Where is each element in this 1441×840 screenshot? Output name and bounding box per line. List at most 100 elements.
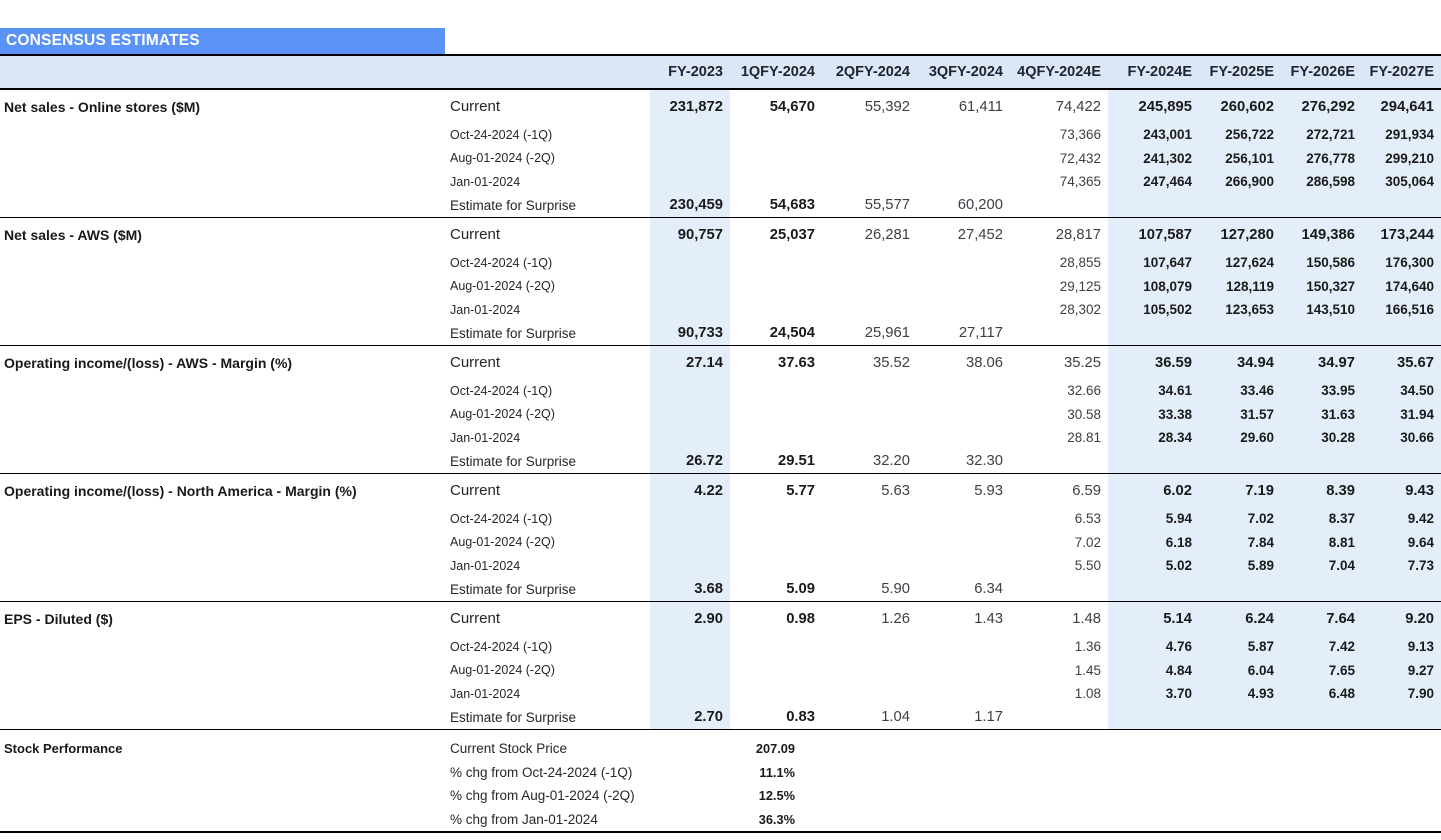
value-cell	[822, 251, 917, 275]
value-cell: 24,504	[769, 325, 815, 342]
value-cell	[822, 426, 917, 450]
value-cell	[650, 123, 730, 147]
value-cell	[730, 123, 822, 147]
value-cell: 36.3%	[758, 811, 795, 827]
value-cell	[1108, 321, 1199, 345]
value-cell: 1.36	[1074, 639, 1101, 655]
column-header-4q2024e: 4QFY-2024E	[1017, 64, 1101, 80]
value-cell	[650, 251, 730, 275]
value-cell: 31.94	[1362, 402, 1441, 426]
header-spacer	[450, 56, 650, 88]
row-label: Jan-01-2024	[450, 686, 521, 701]
value-cell: 9.64	[1362, 530, 1441, 554]
table-row: Net sales - AWS ($M) Current 90,757 25,037 2…	[0, 218, 1441, 251]
value-cell	[730, 403, 822, 427]
row-label: Estimate for Surprise	[450, 325, 577, 341]
section-label	[0, 635, 450, 659]
value-cell: 5.77	[786, 482, 815, 499]
row-label: Jan-01-2024	[450, 430, 521, 445]
page-title: CONSENSUS ESTIMATES	[6, 32, 200, 49]
value-cell: 30.58	[1067, 406, 1101, 422]
value-cell	[1108, 705, 1199, 729]
value-cell: 32.66	[1067, 383, 1101, 399]
row-label: Aug-01-2024 (-2Q)	[450, 535, 555, 550]
table-row: Jan-01-2024 28.81 28.34 29.60 30.28 30.66	[0, 426, 1441, 450]
value-cell	[822, 379, 917, 403]
value-cell	[1362, 577, 1441, 601]
section-label: Operating income/(loss) - AWS - Margin (…	[4, 354, 293, 371]
value-cell: 150,586	[1281, 251, 1362, 275]
value-cell	[1362, 321, 1441, 345]
table-row: Estimate for Surprise 2.70 0.83 1.04 1.17	[0, 705, 1441, 730]
value-cell: 4.84	[1108, 658, 1199, 682]
value-cell: 5.63	[881, 482, 910, 499]
row-label: Aug-01-2024 (-2Q)	[450, 663, 555, 678]
value-cell: 256,101	[1199, 146, 1281, 170]
value-cell	[917, 659, 1010, 683]
value-cell	[730, 170, 822, 194]
section-label	[0, 706, 450, 730]
value-cell: 230,459	[650, 193, 730, 217]
value-cell	[822, 147, 917, 171]
value-cell	[917, 635, 1010, 659]
value-cell: 5.89	[1199, 554, 1281, 578]
value-cell: 1.48	[1072, 610, 1101, 627]
value-cell	[650, 170, 730, 194]
value-cell: 7.84	[1199, 530, 1281, 554]
value-cell	[650, 635, 730, 659]
stock-performance-row: Stock Performance Current Stock Price 207.…	[0, 737, 1441, 761]
value-cell	[1199, 449, 1281, 473]
value-cell	[917, 170, 1010, 194]
value-cell: 35.52	[872, 354, 910, 371]
value-cell	[1199, 577, 1281, 601]
value-cell: 90,733	[650, 321, 730, 345]
value-cell: 266,900	[1199, 170, 1281, 194]
table-row: Operating income/(loss) - North America …	[0, 474, 1441, 507]
value-cell: 105,502	[1108, 298, 1199, 322]
value-cell: 26,281	[864, 226, 910, 243]
value-cell: 1.17	[974, 709, 1003, 726]
value-cell: 54,683	[769, 197, 815, 214]
spacer-cell	[822, 737, 1441, 761]
value-cell	[1281, 705, 1362, 729]
value-cell	[1199, 705, 1281, 729]
value-cell	[1010, 578, 1108, 602]
value-cell: 9.20	[1362, 602, 1441, 635]
table-row: Oct-24-2024 (-1Q) 28,855 107,647 127,624 150…	[0, 251, 1441, 275]
value-cell: 6.24	[1199, 602, 1281, 635]
section-label	[0, 298, 450, 322]
value-cell: 9.13	[1362, 635, 1441, 659]
value-cell: 5.93	[974, 482, 1003, 499]
value-cell: 276,778	[1281, 146, 1362, 170]
table-row: Operating income/(loss) - AWS - Margin (…	[0, 346, 1441, 379]
value-cell: 107,587	[1108, 218, 1199, 251]
value-cell	[1362, 193, 1441, 217]
value-cell: 241,302	[1108, 146, 1199, 170]
row-label: Oct-24-2024 (-1Q)	[450, 639, 553, 654]
table-row: Aug-01-2024 (-2Q) 30.58 33.38 31.57 31.63 31.…	[0, 402, 1441, 427]
value-cell: 5.50	[1074, 558, 1101, 574]
table-row: Net sales - Online stores ($M) Current 231…	[0, 90, 1441, 123]
section-label	[0, 123, 450, 147]
table-row: Aug-01-2024 (-2Q) 1.45 4.84 6.04 7.65 9.27	[0, 658, 1441, 683]
value-cell	[917, 123, 1010, 147]
value-cell	[917, 426, 1010, 450]
row-label: Jan-01-2024	[450, 302, 521, 317]
section-label: Stock Performance	[4, 741, 123, 757]
value-cell	[1108, 577, 1199, 601]
section-label	[0, 531, 450, 555]
section-label	[0, 761, 450, 785]
value-cell	[1281, 577, 1362, 601]
row-label: Aug-01-2024 (-2Q)	[450, 407, 555, 422]
value-cell	[730, 507, 822, 531]
value-cell	[650, 146, 730, 170]
table-row: EPS - Diluted ($) Current 2.90 0.98 1.26 1.43…	[0, 602, 1441, 635]
row-label: Oct-24-2024 (-1Q)	[450, 127, 553, 142]
value-cell: 28,855	[1059, 255, 1101, 271]
value-cell: 3.68	[650, 577, 730, 601]
value-cell: 25,037	[769, 226, 815, 243]
value-cell: 7.42	[1281, 635, 1362, 659]
table-row: Oct-24-2024 (-1Q) 73,366 243,001 256,722 272…	[0, 123, 1441, 147]
value-cell: 260,602	[1199, 90, 1281, 123]
value-cell	[650, 298, 730, 322]
